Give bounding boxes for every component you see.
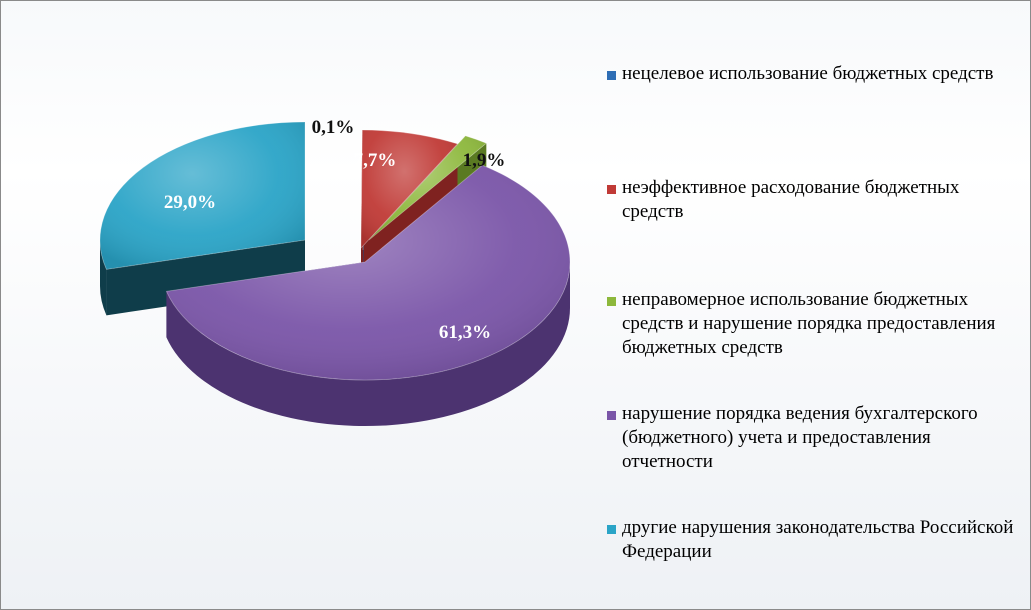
legend-label-1: нецелевое использование бюджетных средст… xyxy=(622,63,994,84)
legend-item-2: неэффективное расходование бюджетных сре… xyxy=(607,176,1022,224)
pie-slice-5-side xyxy=(100,240,107,316)
legend-label-3: неправомерное использование бюджетных ср… xyxy=(622,289,996,358)
legend-marker-4 xyxy=(607,411,616,420)
pie-slice-2-shine xyxy=(361,130,458,248)
legend-item-3: неправомерное использование бюджетных ср… xyxy=(607,288,1022,360)
legend-label-4: нарушение порядка ведения бухгалтерского… xyxy=(622,403,978,472)
data-label-1: 0,1% xyxy=(312,117,355,138)
data-label-4: 61,3% xyxy=(439,322,491,343)
legend-label-5: другие нарушения законодательства Россий… xyxy=(622,517,1014,562)
legend-item-4: нарушение порядка ведения бухгалтерского… xyxy=(607,402,1022,474)
pie-slice-4-shine xyxy=(166,165,571,380)
data-label-3: 1,9% xyxy=(463,150,506,171)
legend-marker-3 xyxy=(607,297,616,306)
legend-item-5: другие нарушения законодательства Россий… xyxy=(607,516,1022,564)
data-label-5: 29,0% xyxy=(164,192,216,213)
pie-slice-3-shine xyxy=(369,135,487,240)
legend-marker-2 xyxy=(607,185,616,194)
legend-item-1: нецелевое использование бюджетных средст… xyxy=(607,62,1022,86)
pie-slice-4-side xyxy=(166,262,571,426)
pie-slice-5-cut xyxy=(106,240,305,316)
data-label-2: 7,7% xyxy=(354,150,397,171)
pie-slice-5-shine xyxy=(100,122,306,270)
legend-marker-5 xyxy=(607,525,616,534)
legend-label-2: неэффективное расходование бюджетных сре… xyxy=(622,177,960,222)
legend-marker-1 xyxy=(607,71,616,80)
